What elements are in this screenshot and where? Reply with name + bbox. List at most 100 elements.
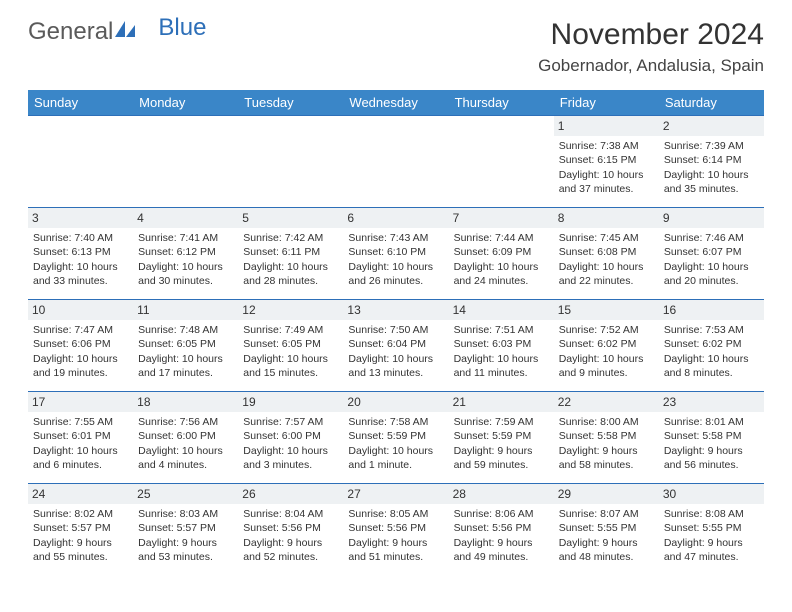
daylight2-text: and 37 minutes. <box>559 182 654 196</box>
day-number: 3 <box>28 208 133 228</box>
sunrise-text: Sunrise: 7:50 AM <box>348 323 443 337</box>
daylight1-text: Daylight: 10 hours <box>138 444 233 458</box>
sunset-text: Sunset: 5:56 PM <box>348 521 443 535</box>
sunset-text: Sunset: 5:56 PM <box>243 521 338 535</box>
calendar-day-cell: 1Sunrise: 7:38 AMSunset: 6:15 PMDaylight… <box>554 116 659 208</box>
sunrise-text: Sunrise: 7:38 AM <box>559 139 654 153</box>
calendar-header-row: SundayMondayTuesdayWednesdayThursdayFrid… <box>28 90 764 116</box>
day-number: 4 <box>133 208 238 228</box>
daylight1-text: Daylight: 10 hours <box>348 444 443 458</box>
day-number: 20 <box>343 392 448 412</box>
sunrise-text: Sunrise: 8:01 AM <box>664 415 759 429</box>
day-number: 21 <box>449 392 554 412</box>
calendar-day-cell: 19Sunrise: 7:57 AMSunset: 6:00 PMDayligh… <box>238 392 343 484</box>
day-number: 18 <box>133 392 238 412</box>
weekday-header: Thursday <box>449 90 554 116</box>
daylight2-text: and 8 minutes. <box>664 366 759 380</box>
daylight1-text: Daylight: 10 hours <box>33 260 128 274</box>
sunrise-text: Sunrise: 7:41 AM <box>138 231 233 245</box>
calendar-table: SundayMondayTuesdayWednesdayThursdayFrid… <box>28 90 764 576</box>
calendar-day-cell: 9Sunrise: 7:46 AMSunset: 6:07 PMDaylight… <box>659 208 764 300</box>
daylight2-text: and 19 minutes. <box>33 366 128 380</box>
sunrise-text: Sunrise: 7:45 AM <box>559 231 654 245</box>
daylight2-text: and 59 minutes. <box>454 458 549 472</box>
sunset-text: Sunset: 6:15 PM <box>559 153 654 167</box>
daylight1-text: Daylight: 9 hours <box>454 536 549 550</box>
daylight2-text: and 56 minutes. <box>664 458 759 472</box>
sunrise-text: Sunrise: 7:47 AM <box>33 323 128 337</box>
location-subtitle: Gobernador, Andalusia, Spain <box>538 56 764 76</box>
sunset-text: Sunset: 6:06 PM <box>33 337 128 351</box>
logo-sail-icon <box>114 18 136 46</box>
day-number: 23 <box>659 392 764 412</box>
sunrise-text: Sunrise: 8:07 AM <box>559 507 654 521</box>
day-number: 12 <box>238 300 343 320</box>
sunrise-text: Sunrise: 8:00 AM <box>559 415 654 429</box>
calendar-day-cell: 6Sunrise: 7:43 AMSunset: 6:10 PMDaylight… <box>343 208 448 300</box>
sunrise-text: Sunrise: 7:42 AM <box>243 231 338 245</box>
daylight1-text: Daylight: 10 hours <box>138 260 233 274</box>
sunset-text: Sunset: 5:55 PM <box>559 521 654 535</box>
sunset-text: Sunset: 6:05 PM <box>138 337 233 351</box>
sunset-text: Sunset: 5:59 PM <box>454 429 549 443</box>
day-number: 30 <box>659 484 764 504</box>
calendar-day-cell: 27Sunrise: 8:05 AMSunset: 5:56 PMDayligh… <box>343 484 448 576</box>
daylight1-text: Daylight: 10 hours <box>243 352 338 366</box>
calendar-day-cell: 12Sunrise: 7:49 AMSunset: 6:05 PMDayligh… <box>238 300 343 392</box>
calendar-week-row: 17Sunrise: 7:55 AMSunset: 6:01 PMDayligh… <box>28 392 764 484</box>
sunset-text: Sunset: 6:09 PM <box>454 245 549 259</box>
calendar-day-cell: 20Sunrise: 7:58 AMSunset: 5:59 PMDayligh… <box>343 392 448 484</box>
day-number: 2 <box>659 116 764 136</box>
calendar-day-cell: 22Sunrise: 8:00 AMSunset: 5:58 PMDayligh… <box>554 392 659 484</box>
daylight1-text: Daylight: 9 hours <box>664 536 759 550</box>
sunrise-text: Sunrise: 7:51 AM <box>454 323 549 337</box>
day-number: 7 <box>449 208 554 228</box>
calendar-empty-cell <box>28 116 133 208</box>
sunrise-text: Sunrise: 8:04 AM <box>243 507 338 521</box>
weekday-header: Friday <box>554 90 659 116</box>
day-number: 5 <box>238 208 343 228</box>
logo: General Blue <box>28 18 206 46</box>
day-number: 8 <box>554 208 659 228</box>
daylight1-text: Daylight: 10 hours <box>138 352 233 366</box>
daylight2-text: and 53 minutes. <box>138 550 233 564</box>
sunrise-text: Sunrise: 7:49 AM <box>243 323 338 337</box>
daylight2-text: and 49 minutes. <box>454 550 549 564</box>
logo-text-general: General <box>28 18 113 46</box>
sunset-text: Sunset: 5:58 PM <box>559 429 654 443</box>
day-number: 14 <box>449 300 554 320</box>
daylight2-text: and 1 minute. <box>348 458 443 472</box>
day-number: 28 <box>449 484 554 504</box>
daylight2-text: and 24 minutes. <box>454 274 549 288</box>
daylight2-text: and 13 minutes. <box>348 366 443 380</box>
daylight1-text: Daylight: 9 hours <box>243 536 338 550</box>
sunrise-text: Sunrise: 7:46 AM <box>664 231 759 245</box>
day-number: 15 <box>554 300 659 320</box>
calendar-day-cell: 7Sunrise: 7:44 AMSunset: 6:09 PMDaylight… <box>449 208 554 300</box>
daylight1-text: Daylight: 10 hours <box>348 260 443 274</box>
calendar-day-cell: 28Sunrise: 8:06 AMSunset: 5:56 PMDayligh… <box>449 484 554 576</box>
calendar-week-row: 1Sunrise: 7:38 AMSunset: 6:15 PMDaylight… <box>28 116 764 208</box>
daylight2-text: and 9 minutes. <box>559 366 654 380</box>
sunrise-text: Sunrise: 8:02 AM <box>33 507 128 521</box>
day-number: 6 <box>343 208 448 228</box>
calendar-day-cell: 15Sunrise: 7:52 AMSunset: 6:02 PMDayligh… <box>554 300 659 392</box>
calendar-day-cell: 4Sunrise: 7:41 AMSunset: 6:12 PMDaylight… <box>133 208 238 300</box>
daylight1-text: Daylight: 9 hours <box>664 444 759 458</box>
day-number: 17 <box>28 392 133 412</box>
title-block: November 2024 Gobernador, Andalusia, Spa… <box>538 18 764 76</box>
day-number: 25 <box>133 484 238 504</box>
daylight2-text: and 51 minutes. <box>348 550 443 564</box>
sunset-text: Sunset: 6:01 PM <box>33 429 128 443</box>
daylight2-text: and 11 minutes. <box>454 366 549 380</box>
sunrise-text: Sunrise: 7:56 AM <box>138 415 233 429</box>
sunset-text: Sunset: 5:57 PM <box>138 521 233 535</box>
weekday-header: Tuesday <box>238 90 343 116</box>
day-number: 10 <box>28 300 133 320</box>
daylight1-text: Daylight: 10 hours <box>664 260 759 274</box>
daylight2-text: and 6 minutes. <box>33 458 128 472</box>
calendar-day-cell: 30Sunrise: 8:08 AMSunset: 5:55 PMDayligh… <box>659 484 764 576</box>
daylight1-text: Daylight: 10 hours <box>243 444 338 458</box>
daylight2-text: and 22 minutes. <box>559 274 654 288</box>
calendar-day-cell: 8Sunrise: 7:45 AMSunset: 6:08 PMDaylight… <box>554 208 659 300</box>
